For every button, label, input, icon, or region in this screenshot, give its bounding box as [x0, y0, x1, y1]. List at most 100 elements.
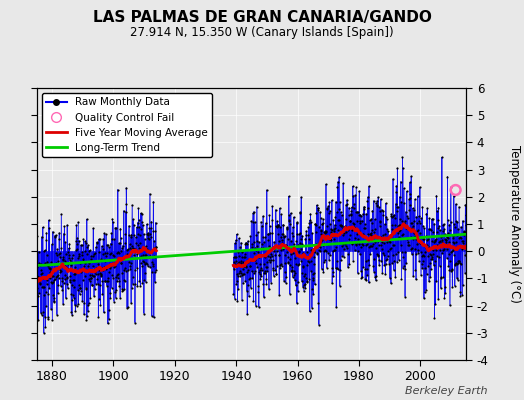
Point: [334, 178, 342, 185]
Point: [121, 240, 129, 246]
Point: [257, 218, 265, 225]
Point: [119, 277, 128, 283]
Point: [236, 270, 245, 276]
Point: [116, 225, 125, 232]
Point: [238, 254, 246, 260]
Point: [394, 204, 402, 210]
Point: [433, 253, 441, 260]
Point: [71, 264, 79, 270]
Point: [458, 292, 466, 298]
Point: [114, 271, 122, 278]
Point: [247, 284, 255, 291]
Point: [53, 252, 61, 258]
Point: [304, 259, 313, 265]
Point: [125, 232, 133, 238]
Point: [441, 290, 449, 296]
Point: [353, 218, 362, 224]
Point: [422, 210, 431, 217]
Point: [356, 211, 365, 218]
Point: [277, 247, 285, 254]
Point: [267, 250, 275, 257]
Point: [240, 263, 248, 270]
Point: [133, 282, 141, 289]
Point: [389, 176, 397, 182]
Point: [394, 223, 402, 229]
Point: [75, 291, 84, 298]
Point: [272, 271, 280, 277]
Point: [141, 279, 150, 285]
Point: [413, 240, 421, 247]
Point: [119, 208, 128, 214]
Point: [329, 248, 337, 254]
Point: [275, 252, 283, 258]
Point: [274, 222, 282, 228]
Point: [383, 239, 391, 246]
Point: [110, 298, 118, 305]
Point: [261, 234, 269, 240]
Point: [59, 279, 68, 286]
Point: [401, 265, 409, 272]
Point: [372, 200, 380, 206]
Point: [343, 245, 352, 252]
Point: [81, 238, 89, 245]
Point: [393, 165, 401, 171]
Point: [125, 259, 134, 265]
Point: [242, 240, 250, 246]
Point: [436, 227, 444, 233]
Point: [126, 233, 135, 240]
Point: [113, 186, 122, 193]
Point: [253, 264, 261, 270]
Point: [270, 245, 279, 251]
Point: [301, 236, 310, 242]
Point: [89, 253, 97, 260]
Point: [138, 210, 146, 217]
Point: [365, 183, 373, 190]
Point: [122, 200, 130, 207]
Point: [433, 208, 441, 214]
Point: [391, 201, 400, 207]
Point: [366, 230, 375, 236]
Point: [401, 294, 409, 300]
Point: [77, 267, 85, 274]
Point: [148, 259, 156, 266]
Point: [242, 264, 250, 270]
Point: [419, 252, 427, 258]
Point: [282, 249, 291, 256]
Point: [380, 221, 389, 227]
Point: [339, 180, 347, 186]
Point: [111, 289, 119, 295]
Point: [69, 292, 78, 298]
Point: [365, 217, 374, 224]
Point: [106, 251, 114, 258]
Point: [103, 274, 112, 281]
Point: [349, 192, 357, 199]
Point: [447, 267, 456, 273]
Point: [67, 262, 75, 268]
Point: [144, 232, 152, 238]
Point: [398, 164, 407, 171]
Point: [69, 277, 77, 283]
Point: [312, 222, 320, 228]
Point: [402, 188, 411, 194]
Point: [308, 305, 316, 311]
Point: [367, 242, 376, 249]
Point: [334, 217, 343, 224]
Point: [138, 280, 147, 286]
Point: [97, 265, 106, 272]
Point: [394, 230, 402, 236]
Point: [322, 248, 331, 254]
Point: [372, 273, 380, 279]
Point: [428, 216, 436, 222]
Point: [432, 192, 441, 199]
Point: [270, 244, 278, 251]
Point: [63, 222, 71, 228]
Point: [390, 242, 398, 248]
Point: [313, 251, 321, 258]
Point: [300, 288, 308, 294]
Point: [423, 237, 432, 244]
Point: [148, 269, 156, 275]
Point: [146, 264, 154, 271]
Point: [411, 246, 420, 252]
Point: [309, 275, 317, 281]
Point: [452, 201, 460, 207]
